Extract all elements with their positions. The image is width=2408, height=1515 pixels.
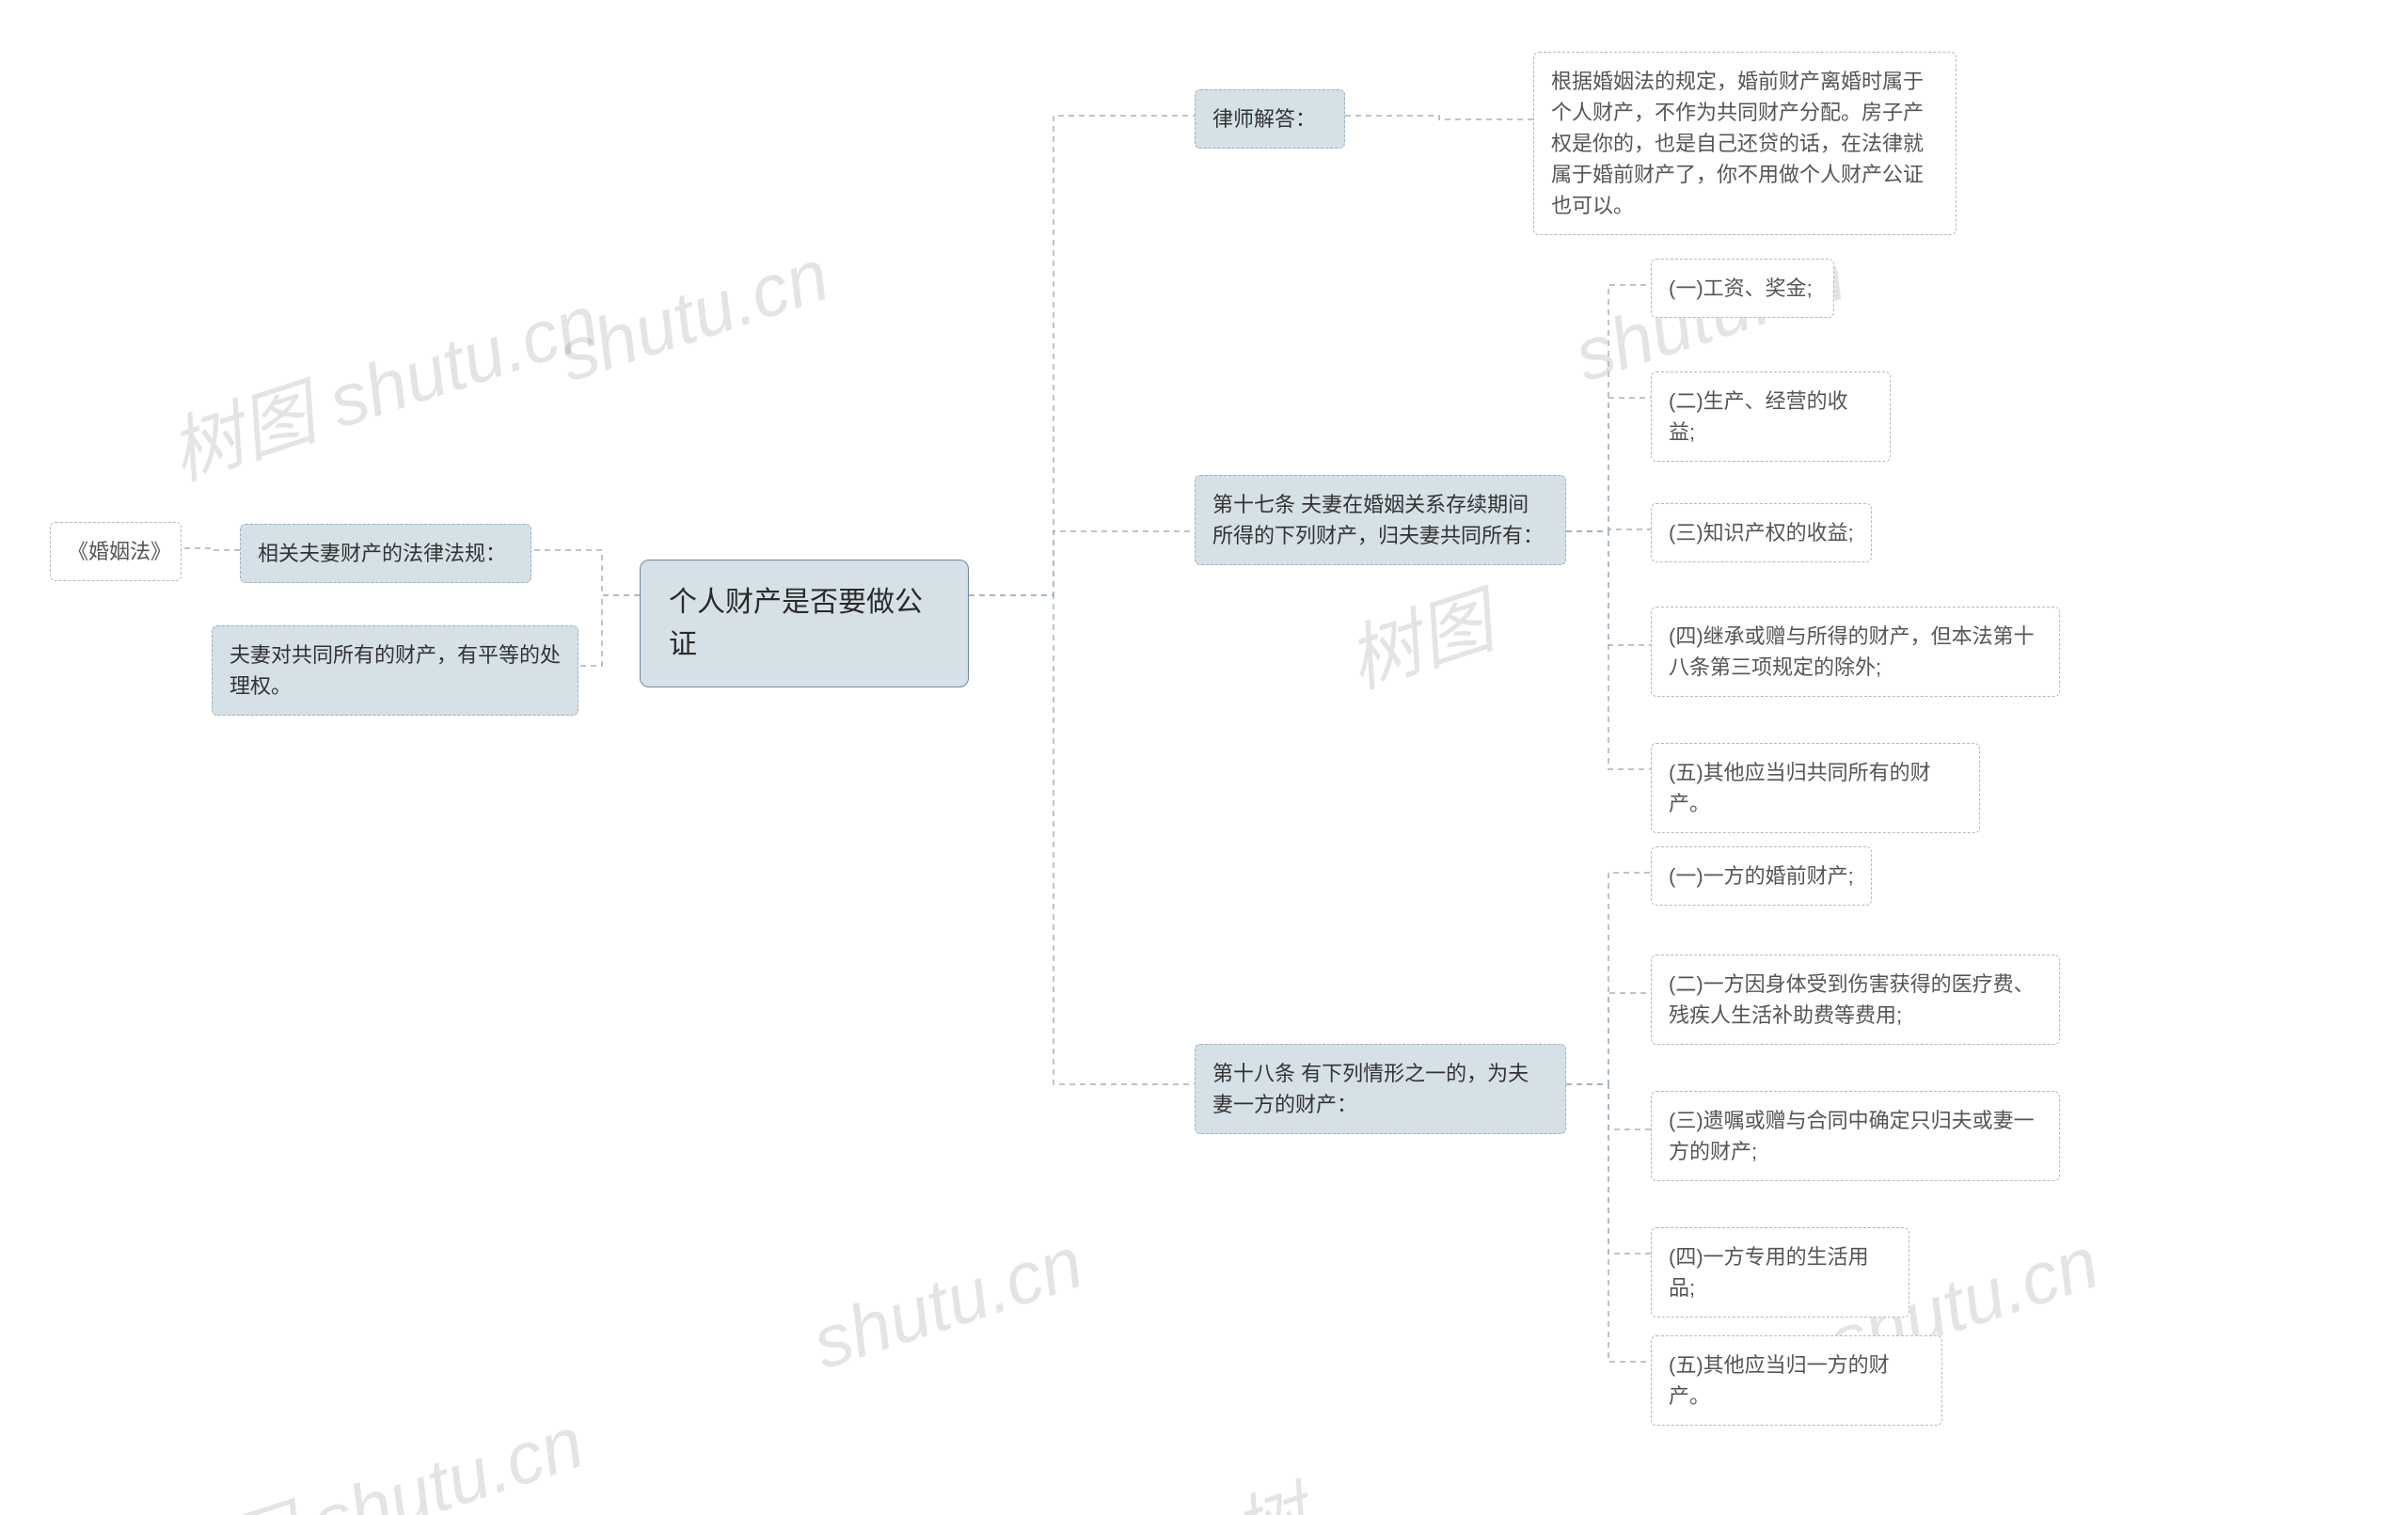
watermark: shutu.cn — [548, 232, 839, 400]
leaf-lawyer-answer-text[interactable]: 根据婚姻法的规定，婚前财产离婚时属于个人财产，不作为共同财产分配。房子产权是你的… — [1533, 52, 1956, 235]
right-branch-article-18[interactable]: 第十八条 有下列情形之一的，为夫妻一方的财产： — [1195, 1044, 1566, 1134]
left-branch-laws[interactable]: 相关夫妻财产的法律法规： — [240, 524, 531, 583]
right-branch-article-17[interactable]: 第十七条 夫妻在婚姻关系存续期间所得的下列财产，归夫妻共同所有： — [1195, 475, 1566, 565]
leaf-art17-2[interactable]: (二)生产、经营的收益; — [1651, 371, 1891, 462]
connector-layer — [0, 0, 2408, 1515]
leaf-art17-3[interactable]: (三)知识产权的收益; — [1651, 503, 1872, 562]
watermark: 树图 — [1333, 563, 1505, 709]
right-branch-lawyer-answer[interactable]: 律师解答： — [1195, 89, 1345, 149]
leaf-art18-1[interactable]: (一)一方的婚前财产; — [1651, 846, 1872, 906]
watermark: 图 shutu.cn — [209, 1384, 594, 1515]
leaf-art17-5[interactable]: (五)其他应当归共同所有的财产。 — [1651, 743, 1980, 833]
leaf-art18-2[interactable]: (二)一方因身体受到伤害获得的医疗费、残疾人生活补助费等费用; — [1651, 955, 2060, 1045]
leaf-marriage-law[interactable]: 《婚姻法》 — [50, 522, 182, 581]
leaf-art18-5[interactable]: (五)其他应当归一方的财产。 — [1651, 1335, 1942, 1426]
leaf-art18-3[interactable]: (三)遗嘱或赠与合同中确定只归夫或妻一方的财产; — [1651, 1091, 2060, 1181]
left-branch-equal-rights[interactable]: 夫妻对共同所有的财产，有平等的处理权。 — [212, 625, 578, 716]
watermark: 树图 shutu.cn — [154, 263, 610, 501]
watermark: shutu.cn — [802, 1220, 1093, 1387]
watermark: 树 — [1218, 1459, 1321, 1515]
leaf-art18-4[interactable]: (四)一方专用的生活用品; — [1651, 1227, 1909, 1318]
leaf-art17-4[interactable]: (四)继承或赠与所得的财产，但本法第十八条第三项规定的除外; — [1651, 607, 2060, 697]
leaf-art17-1[interactable]: (一)工资、奖金; — [1651, 259, 1834, 318]
center-topic[interactable]: 个人财产是否要做公证 — [640, 560, 969, 687]
